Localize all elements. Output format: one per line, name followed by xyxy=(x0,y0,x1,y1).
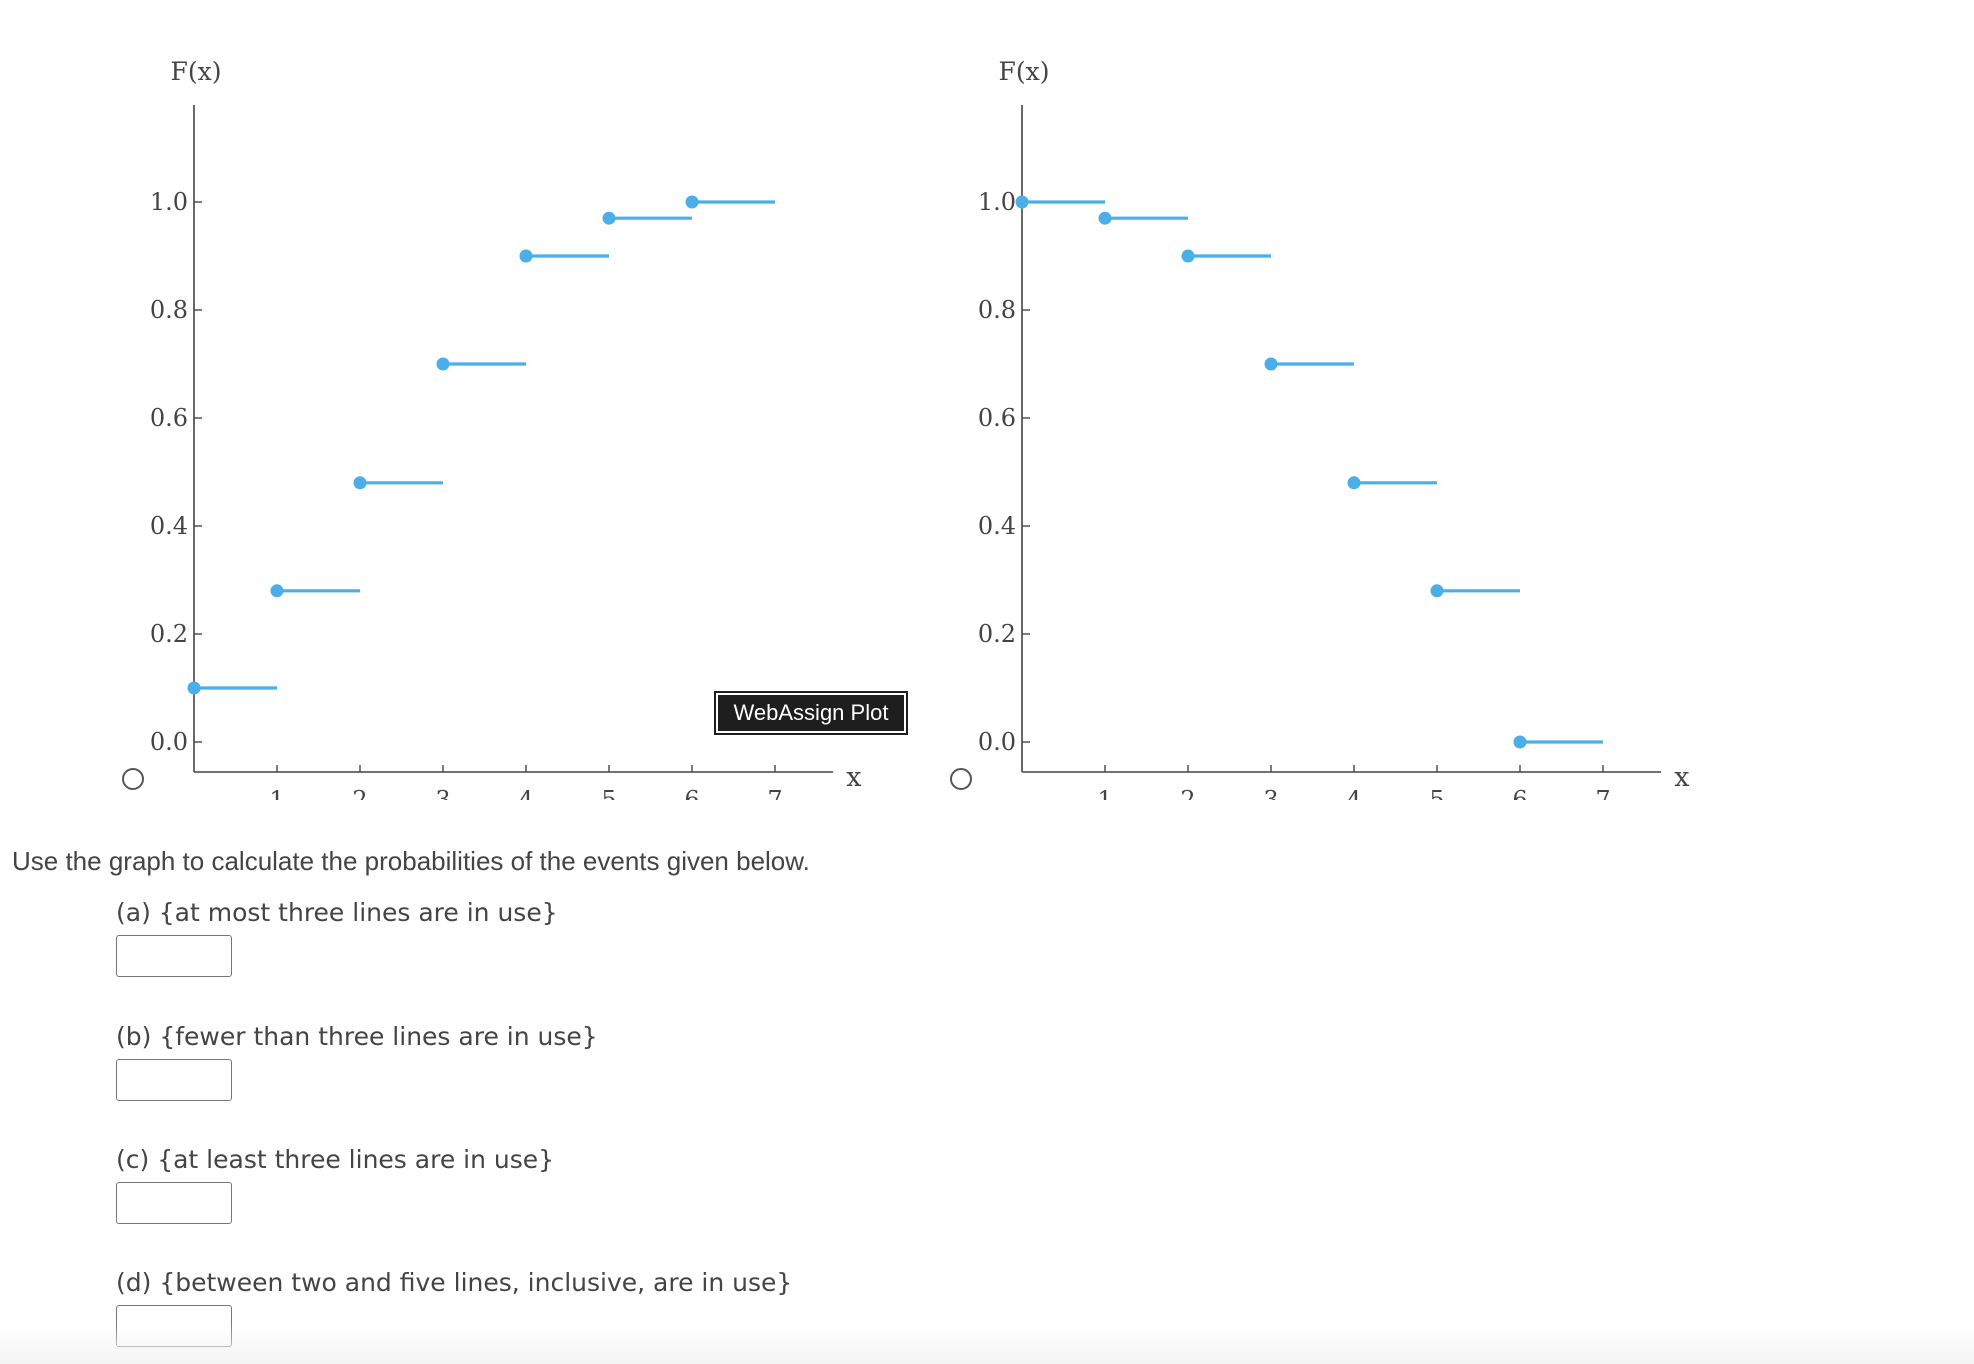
plot-right-x-tick-label: 1 xyxy=(1097,786,1112,800)
question-c-label: (c) {at least three lines are in use} xyxy=(116,1145,555,1174)
plot-right-y-tick-label: 0.6 xyxy=(978,404,1016,432)
plot-left-y-tick-label: 1.0 xyxy=(150,188,188,216)
webassign-plot-tooltip: WebAssign Plot xyxy=(714,691,908,735)
plot-left: 0.0 0.2 0.4 0.6 0.8 1.0 1 2 3 4 5 6 7 F(x) x xyxy=(120,40,880,814)
plot-right-y-axis-label: F(x) xyxy=(999,57,1050,86)
plot-right-x-tick-label: 4 xyxy=(1346,786,1361,800)
plot-left-x-tick-label: 5 xyxy=(601,786,616,800)
question-d-label: (d) {between two and five lines, inclusi… xyxy=(116,1268,793,1297)
instructions-text: Use the graph to calculate the probabili… xyxy=(12,846,810,876)
question-b: (b) {fewer than three lines are in use} xyxy=(116,1022,598,1101)
question-a: (a) {at most three lines are in use} xyxy=(116,898,558,977)
plot-right-x-tick-label: 2 xyxy=(1180,786,1195,800)
plot-left-step-point xyxy=(270,584,284,598)
plot-right-step-point xyxy=(1264,357,1278,371)
plot-right-y-tick-label: 1.0 xyxy=(978,188,1016,216)
plot-left-y-tick-label: 0.4 xyxy=(150,512,188,540)
plot-left-step-point xyxy=(519,249,533,263)
plot-left-x-tick-label: 6 xyxy=(684,786,699,800)
plot-right-step-point xyxy=(1015,195,1029,209)
plot-right-step-point xyxy=(1347,476,1361,490)
plot-left-x-tick-label: 2 xyxy=(352,786,367,800)
question-a-label: (a) {at most three lines are in use} xyxy=(116,898,558,927)
plot-right-step-point xyxy=(1513,735,1527,749)
plot-left-step-point xyxy=(187,681,201,695)
plot-right-x-axis-label: x xyxy=(1674,762,1689,793)
plot-left-x-tick-label: 3 xyxy=(435,786,450,800)
plot-left-y-tick-label: 0.6 xyxy=(150,404,188,432)
plot-right-x-tick-label: 3 xyxy=(1263,786,1278,800)
answer-a-input[interactable] xyxy=(116,935,232,977)
plot-right-svg: 0.0 0.2 0.4 0.6 0.8 1.0 1 2 3 4 5 6 7 F(x) x xyxy=(978,57,1690,814)
question-b-label: (b) {fewer than three lines are in use} xyxy=(116,1022,598,1051)
plot-right-step-point xyxy=(1098,211,1112,225)
plot-left-svg: 0.0 0.2 0.4 0.6 0.8 1.0 1 2 3 4 5 6 7 F(x) x xyxy=(150,57,862,814)
plot-right-y-tick-label: 0.0 xyxy=(978,728,1016,756)
plot-left-y-tick-label: 0.0 xyxy=(150,728,188,756)
plot-left-x-tick-label: 7 xyxy=(767,786,782,800)
plot-right-x-tick-label: 5 xyxy=(1429,786,1444,800)
plot-left-y-axis-label: F(x) xyxy=(171,57,222,86)
option-left-radio[interactable] xyxy=(122,768,144,790)
plot-left-x-tick-label: 4 xyxy=(518,786,533,800)
plot-right-step-point xyxy=(1181,249,1195,263)
option-right-radio[interactable] xyxy=(950,768,972,790)
bottom-fade xyxy=(0,1324,1974,1364)
plot-left-x-tick-label: 1 xyxy=(269,786,284,800)
plot-right: 0.0 0.2 0.4 0.6 0.8 1.0 1 2 3 4 5 6 7 F(x) x xyxy=(948,40,1708,814)
plot-right-step-point xyxy=(1430,584,1444,598)
plot-left-step-point xyxy=(602,211,616,225)
plot-left-x-axis-label: x xyxy=(846,762,861,793)
plot-right-y-tick-label: 0.8 xyxy=(978,296,1016,324)
plot-left-step-point xyxy=(685,195,699,209)
plot-right-y-tick-label: 0.4 xyxy=(978,512,1016,540)
plot-right-y-tick-label: 0.2 xyxy=(978,620,1016,648)
plot-left-y-tick-label: 0.8 xyxy=(150,296,188,324)
plot-left-step-point xyxy=(436,357,450,371)
answer-c-input[interactable] xyxy=(116,1182,232,1224)
answer-b-input[interactable] xyxy=(116,1059,232,1101)
plot-left-y-tick-label: 0.2 xyxy=(150,620,188,648)
question-c: (c) {at least three lines are in use} xyxy=(116,1145,554,1224)
plot-left-step-point xyxy=(353,476,367,490)
plot-right-x-tick-label: 6 xyxy=(1512,786,1527,800)
plot-right-x-tick-label: 7 xyxy=(1595,786,1610,800)
